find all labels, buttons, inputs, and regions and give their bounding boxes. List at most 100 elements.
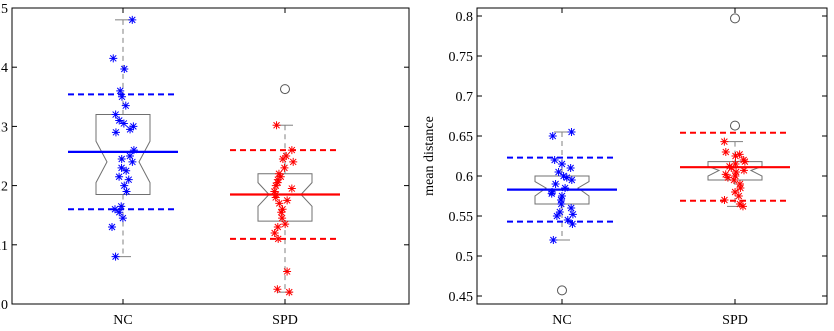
data-point [278, 214, 287, 223]
data-point [561, 184, 570, 192]
data-point [124, 175, 133, 184]
left-boxplot-panel: 10 11 12 13 14 15 NC SPD [0, 2, 410, 328]
data-point [554, 168, 563, 176]
data-point [119, 119, 128, 128]
boxplot-group-spd: SPD [230, 8, 340, 328]
data-point [275, 199, 284, 208]
data-point [129, 122, 138, 131]
data-point [559, 172, 568, 180]
data-point [115, 172, 124, 181]
data-point [108, 223, 117, 232]
data-point [738, 202, 747, 211]
data-point [567, 128, 576, 136]
data-point [283, 196, 292, 205]
boxplot-group-nc: NC [68, 8, 178, 328]
data-point [278, 205, 287, 214]
data-point [555, 208, 564, 216]
data-point [111, 110, 120, 119]
axes-frame [476, 7, 828, 305]
data-point [567, 204, 576, 212]
data-point [281, 220, 290, 229]
data-point [731, 160, 740, 168]
data-point [548, 132, 557, 140]
data-point [120, 181, 129, 190]
notched-box [534, 175, 590, 205]
data-point [117, 92, 126, 101]
data-point [557, 160, 566, 168]
x-category-label: SPD [722, 313, 748, 328]
data-point [720, 137, 729, 146]
y-tick-label: 0.55 [449, 210, 474, 225]
data-point [272, 121, 281, 130]
data-point [721, 170, 730, 179]
notched-box [707, 161, 763, 181]
data-point [723, 173, 732, 182]
data-point [568, 210, 577, 219]
data-point [552, 212, 561, 220]
data-point [270, 228, 279, 237]
data-point [557, 192, 566, 200]
data-point [734, 192, 743, 200]
data-point [270, 187, 279, 196]
data-point [732, 168, 741, 176]
data-point [550, 156, 559, 164]
y-tick-label: 10 [0, 298, 8, 313]
data-point [547, 189, 556, 198]
data-point [287, 184, 296, 193]
data-point [740, 157, 749, 166]
data-point [562, 173, 571, 182]
data-point [736, 184, 745, 192]
y-tick-label: 11 [0, 239, 8, 254]
y-tick-label: 0.7 [456, 90, 474, 105]
data-point [116, 86, 125, 95]
data-point [273, 223, 282, 232]
data-point [566, 164, 575, 172]
outlier-point [730, 120, 740, 131]
data-point [128, 15, 137, 24]
data-point [126, 125, 135, 134]
data-point [277, 208, 286, 217]
data-point [122, 166, 131, 175]
data-point [289, 157, 298, 166]
data-point [120, 64, 129, 73]
notched-box [257, 173, 313, 222]
outlier-point [557, 285, 567, 296]
y-tick-label: 0.6 [456, 170, 474, 185]
data-point [115, 208, 124, 217]
data-point [117, 202, 126, 211]
y-tick-label: 0.75 [449, 50, 474, 65]
data-point [129, 146, 138, 155]
data-point [280, 163, 289, 172]
data-point [109, 54, 118, 63]
data-point [273, 285, 282, 294]
data-point [729, 176, 738, 184]
y-tick-label: 0.8 [456, 10, 474, 25]
data-point [739, 166, 748, 175]
data-point [117, 154, 126, 163]
data-point [563, 216, 572, 224]
data-point [271, 193, 280, 202]
notched-box [95, 114, 151, 195]
data-point [731, 172, 740, 180]
y-tick-label: 12 [0, 180, 8, 195]
data-point [115, 116, 124, 125]
data-point [122, 187, 131, 196]
x-category-label: SPD [272, 313, 298, 328]
right-boxplot-panel: 0.45 0.5 0.55 0.6 0.65 0.7 0.75 0.8 mean distanc… [422, 7, 828, 328]
boxplot-group-spd: SPD [680, 8, 790, 328]
outlier-point [280, 84, 290, 95]
data-point [282, 152, 291, 160]
y-tick-label: 13 [0, 120, 8, 135]
data-point [568, 220, 577, 228]
data-point [274, 169, 283, 178]
data-point [110, 205, 119, 214]
data-point [117, 163, 126, 172]
data-point [128, 157, 137, 166]
x-category-label: NC [113, 313, 132, 328]
y-tick-label: 0.65 [449, 130, 474, 145]
boxplot-group-nc: NC [507, 8, 617, 328]
y-tick-label: 0.45 [449, 290, 474, 305]
y-tick-label: 0.5 [456, 250, 474, 265]
data-point [549, 236, 558, 244]
